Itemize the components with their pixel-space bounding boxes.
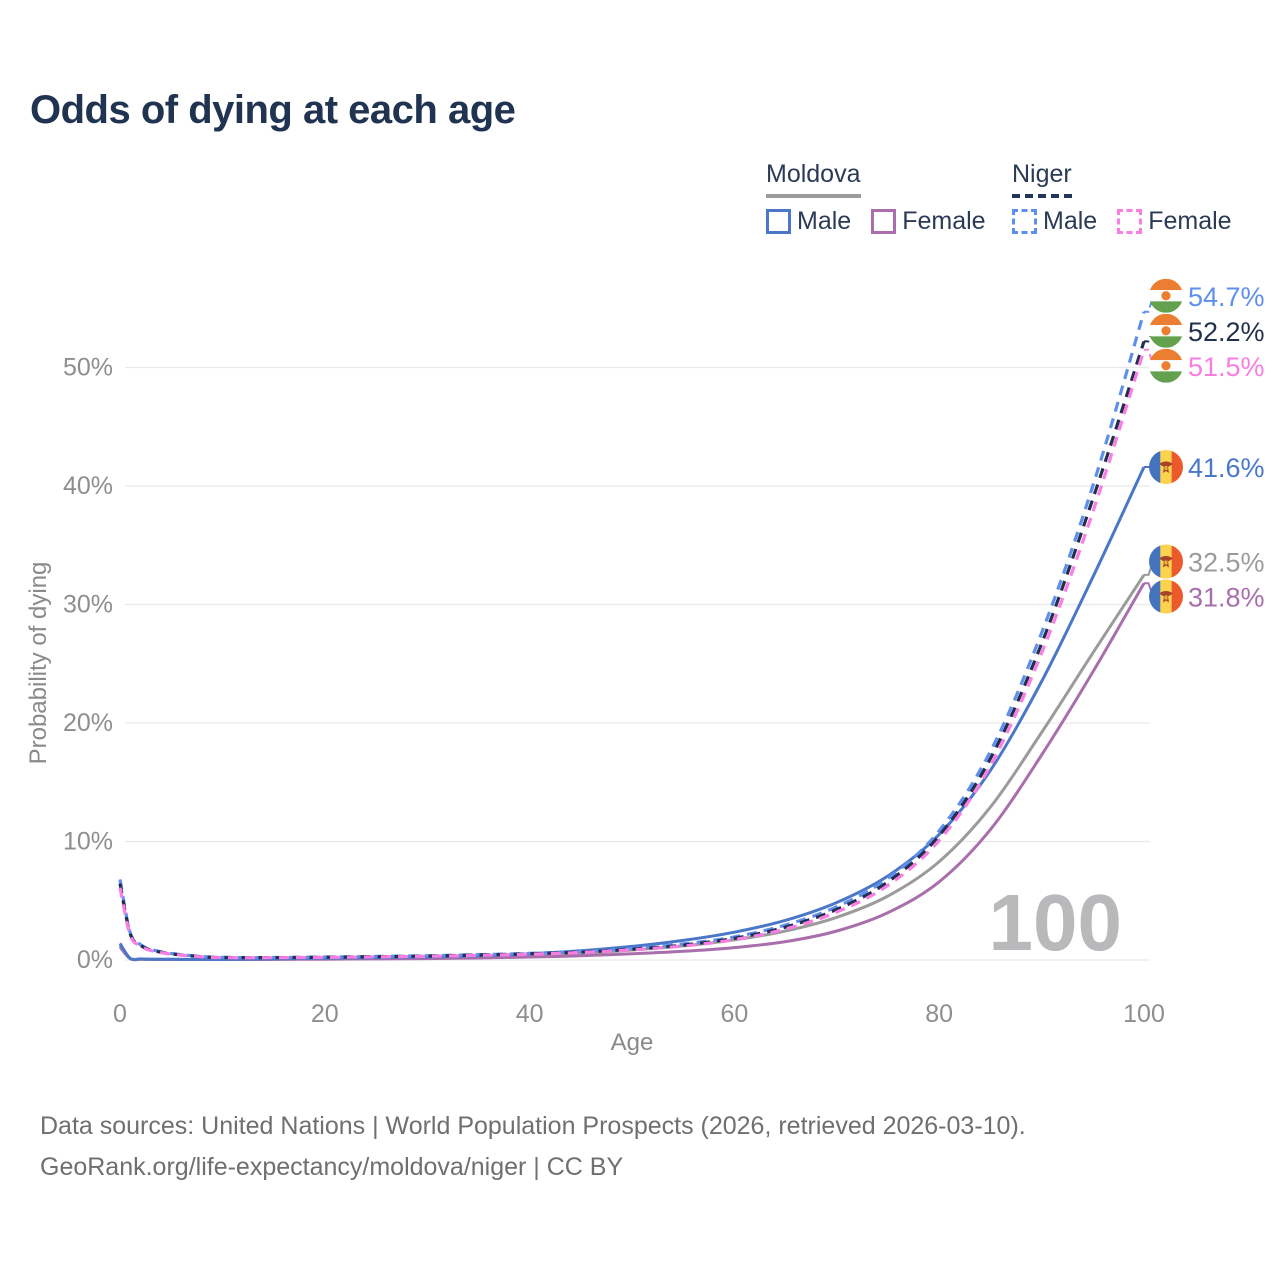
x-tick-label: 80: [925, 1000, 953, 1028]
end-label-niger-all: 52.2%: [1188, 317, 1265, 347]
attribution-line: GeoRank.org/life-expectancy/moldova/nige…: [40, 1153, 624, 1181]
legend-item-label: Male: [1043, 207, 1098, 235]
x-axis-title: Age: [611, 1029, 654, 1056]
page-title: Odds of dying at each age: [30, 88, 516, 132]
y-tick-label: 50%: [63, 354, 113, 382]
hover-age-watermark: 100: [989, 878, 1122, 967]
end-label-moldova-all: 32.5%: [1188, 548, 1265, 578]
moldova-flag-icon: [1149, 450, 1183, 485]
y-tick-label: 40%: [63, 472, 113, 500]
end-leader-niger-male: [1144, 294, 1158, 313]
moldova-flag-icon: [1149, 579, 1183, 614]
legend-header-niger[interactable]: Niger: [1012, 160, 1072, 198]
legend-item-label: Female: [902, 207, 986, 235]
x-tick-label: 40: [516, 1000, 544, 1028]
legend-item-niger-female[interactable]: Female: [1117, 207, 1232, 236]
legend: Moldova Male Female Niger Male: [0, 160, 1280, 240]
data-source-line: Data sources: United Nations | World Pop…: [40, 1112, 1026, 1140]
end-label-moldova-female: 31.8%: [1188, 583, 1265, 613]
niger-flag-icon: [1149, 348, 1183, 383]
footer: Data sources: United Nations | World Pop…: [40, 1106, 1026, 1188]
moldova-flag-icon: [1149, 544, 1183, 579]
legend-group-moldova: Moldova Male Female: [766, 160, 986, 236]
legend-items-niger: Male Female: [1012, 207, 1232, 236]
y-tick-label: 0%: [77, 946, 113, 974]
series-line-niger-all: [118, 340, 1146, 960]
y-tick-label: 20%: [63, 709, 113, 737]
legend-item-label: Female: [1148, 207, 1232, 235]
end-label-moldova-male: 41.6%: [1188, 453, 1265, 483]
y-tick-label: 30%: [63, 591, 113, 619]
moldova-female-swatch-icon: [871, 209, 897, 234]
y-tick-label: 10%: [63, 828, 113, 856]
niger-male-swatch-icon: [1012, 209, 1037, 234]
series-line-niger-female: [118, 349, 1146, 960]
end-leader-niger-female: [1144, 348, 1158, 367]
x-tick-label: 0: [113, 1000, 127, 1028]
legend-item-label: Male: [797, 207, 852, 235]
x-tick-label: 100: [1123, 1000, 1165, 1028]
legend-item-moldova-male[interactable]: Male: [766, 207, 851, 236]
niger-flag-icon: [1149, 313, 1183, 348]
legend-items-moldova: Male Female: [766, 207, 986, 236]
legend-group-niger: Niger Male Female: [1012, 160, 1232, 236]
legend-item-moldova-female[interactable]: Female: [871, 207, 986, 236]
x-tick-label: 20: [311, 1000, 339, 1028]
niger-flag-icon: [1149, 278, 1183, 313]
moldova-male-swatch-icon: [766, 209, 791, 234]
y-axis-title: Probability of dying: [25, 562, 52, 765]
end-label-niger-male: 54.7%: [1188, 282, 1265, 312]
niger-female-swatch-icon: [1117, 209, 1143, 234]
series-line-niger-male: [118, 311, 1146, 960]
end-label-niger-female: 51.5%: [1188, 352, 1265, 382]
x-tick-label: 60: [720, 1000, 748, 1028]
legend-item-niger-male[interactable]: Male: [1012, 207, 1097, 236]
legend-header-moldova[interactable]: Moldova: [766, 160, 861, 198]
